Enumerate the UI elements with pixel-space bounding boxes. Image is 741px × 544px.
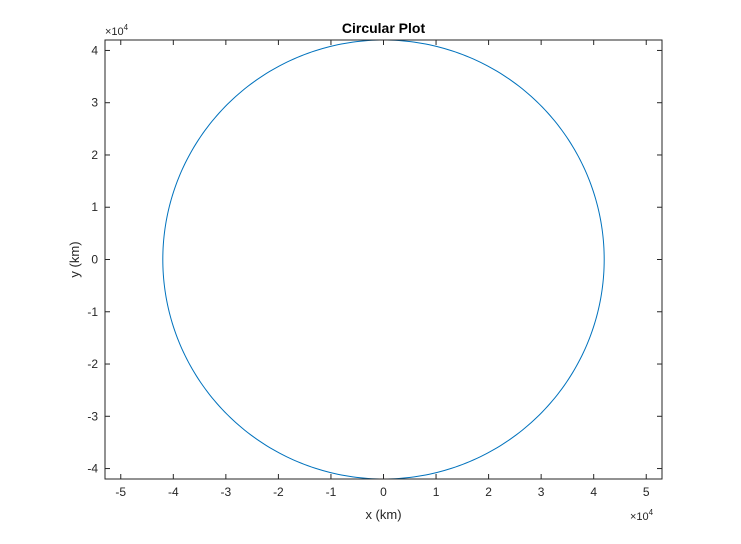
y-tick-label: -4: [87, 462, 98, 476]
x-tick-label: -4: [168, 485, 179, 499]
chart-title: Circular Plot: [342, 20, 426, 36]
x-axis-label: x (km): [365, 507, 401, 522]
x-tick-label: 0: [380, 485, 387, 499]
y-tick-label: 2: [91, 148, 98, 162]
series-group: [162, 39, 605, 480]
x-tick-label: 5: [643, 485, 650, 499]
y-axis-label: y (km): [67, 241, 82, 277]
axes-box: [104, 39, 663, 480]
series-line-circle: [162, 39, 605, 480]
y-tick-label: -3: [87, 409, 98, 423]
y-tick-label: 4: [91, 43, 98, 57]
x-tick-label: -2: [273, 485, 284, 499]
y-exponent-label: ×104: [105, 23, 129, 38]
x-tick-label: 4: [590, 485, 597, 499]
y-tick-label: 1: [91, 200, 98, 214]
x-tick-label: 2: [485, 485, 492, 499]
x-exponent-label: ×104: [630, 508, 654, 523]
axes-background: [105, 40, 662, 479]
x-tick-label: 1: [433, 485, 440, 499]
y-tick-label: -2: [87, 357, 98, 371]
x-tick-label: -5: [115, 485, 126, 499]
y-tick-label: -1: [87, 305, 98, 319]
y-tick-label: 0: [91, 253, 98, 267]
y-ticks: -4 -3 -2 -1 0 1 2 3 4: [87, 43, 662, 476]
y-tick-label: 3: [91, 96, 98, 110]
x-tick-label: 3: [538, 485, 545, 499]
x-tick-label: -1: [326, 485, 337, 499]
x-ticks: -5 -4 -3 -2 -1 0 1 2 3 4 5: [115, 40, 650, 499]
x-tick-label: -3: [221, 485, 232, 499]
